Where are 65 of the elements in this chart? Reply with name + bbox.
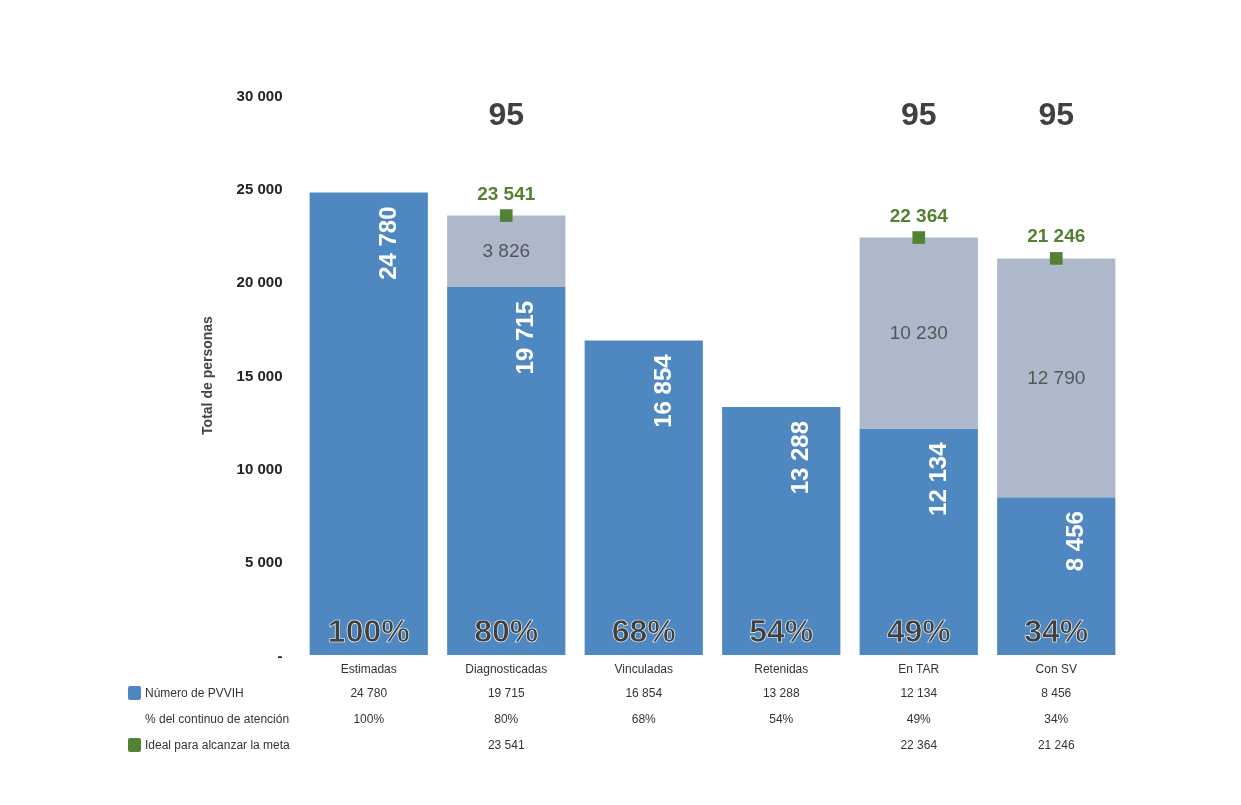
annotation: 100% bbox=[327, 613, 410, 649]
data-label: 3 826 bbox=[482, 240, 531, 262]
annotation: 95 bbox=[488, 96, 525, 132]
text: 13 288 bbox=[786, 420, 814, 495]
bar bbox=[447, 215, 566, 287]
text: 16 854 bbox=[648, 354, 676, 428]
text: 19 715 bbox=[511, 300, 539, 375]
data-label: 24 780 bbox=[350, 686, 388, 700]
data-label: 21 246 bbox=[1037, 738, 1075, 752]
text: 49% bbox=[906, 712, 931, 726]
annotation: 34% bbox=[1024, 613, 1089, 649]
point bbox=[499, 209, 513, 222]
data-label: 22 364 bbox=[900, 738, 938, 752]
text: 21 246 bbox=[1027, 225, 1086, 247]
text: % del continuo de atención bbox=[145, 712, 290, 726]
text: 23 541 bbox=[477, 182, 536, 204]
bar bbox=[447, 286, 566, 655]
annotation: 80% bbox=[474, 613, 539, 649]
annotation: 95 bbox=[1038, 96, 1075, 132]
x-tick-label: Diagnosticadas bbox=[465, 661, 548, 676]
text: 80% bbox=[494, 712, 519, 726]
bar bbox=[997, 497, 1116, 655]
data-label: 8 456 bbox=[1041, 686, 1072, 700]
data-label: 13 288 bbox=[762, 686, 800, 700]
y-tick-label: 30 000 bbox=[236, 86, 283, 104]
y-tick-label: 5 000 bbox=[244, 553, 283, 571]
x-tick-label: Con SV bbox=[1035, 661, 1077, 676]
bar bbox=[584, 340, 703, 655]
annotation: 68% bbox=[611, 613, 676, 649]
text: 34% bbox=[1044, 712, 1069, 726]
bar bbox=[309, 192, 428, 655]
bar bbox=[859, 428, 978, 655]
y-axis-title: Total de personas bbox=[198, 315, 215, 435]
text: 68% bbox=[631, 712, 656, 726]
y-tick-label: 10 000 bbox=[236, 459, 283, 477]
data-label: 12 790 bbox=[1027, 366, 1086, 388]
text: 100% bbox=[353, 712, 385, 726]
x-tick-label: Vinculadas bbox=[614, 661, 673, 676]
text: 8 456 bbox=[1061, 511, 1089, 572]
bar bbox=[722, 406, 841, 655]
bar bbox=[859, 237, 978, 429]
data-label: 23 541 bbox=[487, 738, 525, 752]
point bbox=[1049, 252, 1063, 265]
text: 54% bbox=[769, 712, 794, 726]
legend-label: Ideal para alcanzar la meta bbox=[145, 738, 291, 752]
point bbox=[912, 231, 926, 244]
data-label: 19 715 bbox=[487, 686, 525, 700]
x-tick-label: En TAR bbox=[898, 661, 940, 676]
annotation: 54% bbox=[749, 613, 814, 649]
text: 12 134 bbox=[923, 442, 951, 516]
x-tick-label: Estimadas bbox=[340, 661, 397, 676]
y-tick-label: 20 000 bbox=[236, 273, 283, 291]
y-tick-label: - bbox=[277, 646, 283, 664]
data-label: 12 134 bbox=[900, 686, 938, 700]
text: 24 780 bbox=[373, 206, 401, 280]
bar bbox=[997, 258, 1116, 498]
y-tick-label: 25 000 bbox=[236, 179, 283, 197]
text: 22 364 bbox=[889, 204, 948, 226]
legend-label: Número de PVVIH bbox=[145, 686, 244, 700]
annotation: 95 bbox=[900, 96, 937, 132]
annotation: 49% bbox=[886, 613, 951, 649]
data-label: 10 230 bbox=[889, 322, 948, 344]
y-tick-label: 15 000 bbox=[236, 366, 283, 384]
data-label: 16 854 bbox=[625, 686, 663, 700]
x-tick-label: Retenidas bbox=[754, 661, 809, 676]
